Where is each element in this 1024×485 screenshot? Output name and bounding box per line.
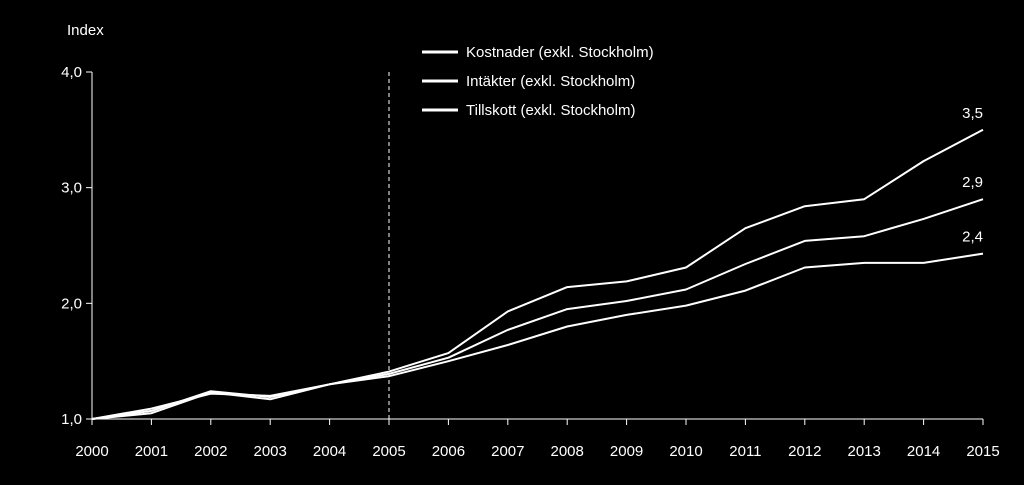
x-tick-label: 2012: [788, 443, 821, 460]
x-tick-label: 2005: [372, 443, 405, 460]
x-tick-label: 2015: [966, 443, 999, 460]
end-label-3: 2,4: [962, 229, 983, 246]
x-tick-label: 2000: [75, 443, 108, 460]
end-label-1: 3,5: [962, 105, 983, 122]
x-tick-label: 2003: [254, 443, 287, 460]
x-tick-label: 2006: [432, 443, 465, 460]
axes: [86, 71, 984, 425]
tick-labels: 1,0 2,0 3,0 4,0 2000 2001 2002 2003 2004 2005 2006…: [61, 64, 1000, 460]
x-tick-label: 2008: [551, 443, 584, 460]
x-tick-label: 2014: [907, 443, 940, 460]
y-tick-label: 1,0: [61, 411, 82, 428]
x-tick-label: 2002: [194, 443, 227, 460]
x-tick-label: 2010: [669, 443, 702, 460]
x-tick-label: 2011: [729, 443, 761, 460]
y-tick-label: 2,0: [61, 295, 82, 312]
end-label-2: 2,9: [962, 174, 983, 191]
legend-label-2: Intäkter (exkl. Stockholm): [466, 73, 635, 90]
series-lines: [91, 128, 984, 420]
x-tick-label: 2009: [610, 443, 643, 460]
x-tick-label: 2007: [491, 443, 524, 460]
legend-label-1: Kostnader (exkl. Stockholm): [466, 44, 654, 61]
legend-label-3: Tillskott (exkl. Stockholm): [466, 102, 635, 119]
series-line-2: [91, 198, 984, 420]
y-tick-label: 4,0: [61, 64, 82, 81]
legend: Kostnader (exkl. Stockholm) Intäkter (exk…: [422, 44, 654, 119]
series-line-3: [91, 252, 984, 420]
x-tick-label: 2004: [313, 443, 346, 460]
x-tick-label: 2013: [848, 443, 881, 460]
y-axis-title: Index: [67, 22, 104, 39]
end-labels: 3,5 2,9 2,4: [962, 105, 983, 246]
x-tick-label: 2001: [135, 443, 168, 460]
series-line-1: [91, 128, 984, 420]
y-tick-label: 3,0: [61, 180, 82, 197]
